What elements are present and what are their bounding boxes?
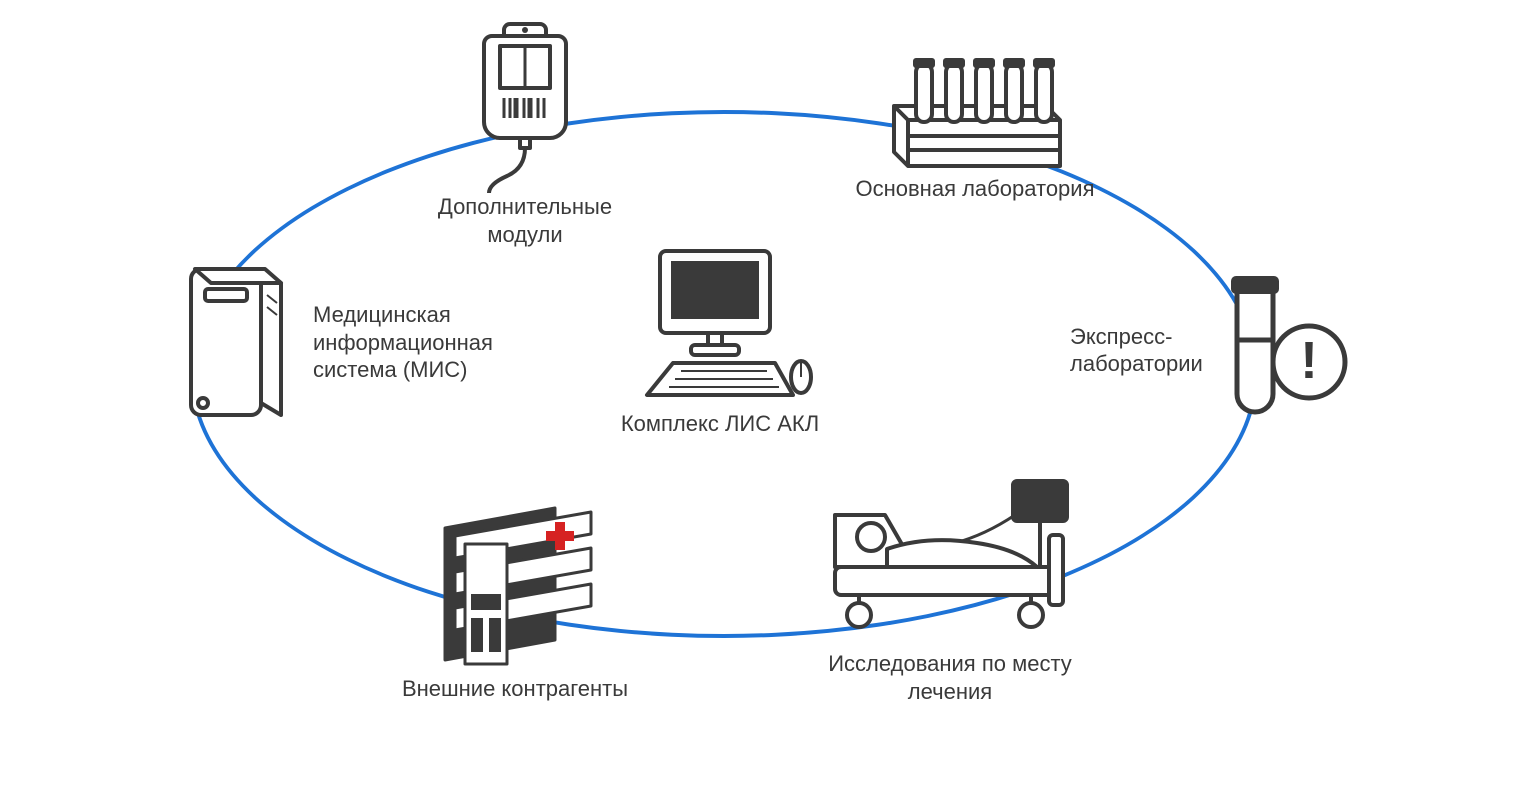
node-external: Внешние контрагенты: [385, 500, 645, 703]
hospital-bed-icon: [815, 475, 1085, 650]
diagram-canvas: Комплекс ЛИС АКЛ: [0, 0, 1540, 800]
node-label: Исследования по месту лечения: [790, 650, 1110, 705]
svg-text:!: !: [1300, 332, 1317, 390]
node-mis: Медицинская информационная система (МИС): [175, 255, 493, 430]
node-main-lab: Основная лаборатория: [850, 50, 1100, 203]
node-express-lab: Экспресс- лаборатории !: [1070, 270, 1352, 430]
node-additional-modules: Дополнительные модули: [420, 18, 630, 248]
blood-bag-icon: [470, 18, 580, 193]
node-label: Дополнительные модули: [438, 193, 612, 248]
server-tower-icon: [175, 255, 295, 430]
node-label: Основная лаборатория: [856, 175, 1095, 203]
test-tube-alert-icon: !: [1217, 270, 1352, 430]
center-label: Комплекс ЛИС АКЛ: [621, 410, 819, 438]
test-tube-rack-icon: [880, 50, 1070, 175]
node-label: Внешние контрагенты: [402, 675, 628, 703]
hospital-building-icon: [415, 500, 615, 675]
node-label: Экспресс- лаборатории: [1070, 323, 1203, 378]
computer-desktop-icon: [625, 245, 815, 410]
center-node: Комплекс ЛИС АКЛ: [610, 245, 830, 438]
node-point-of-care: Исследования по месту лечения: [790, 475, 1110, 705]
node-label: Медицинская информационная система (МИС): [313, 301, 493, 384]
